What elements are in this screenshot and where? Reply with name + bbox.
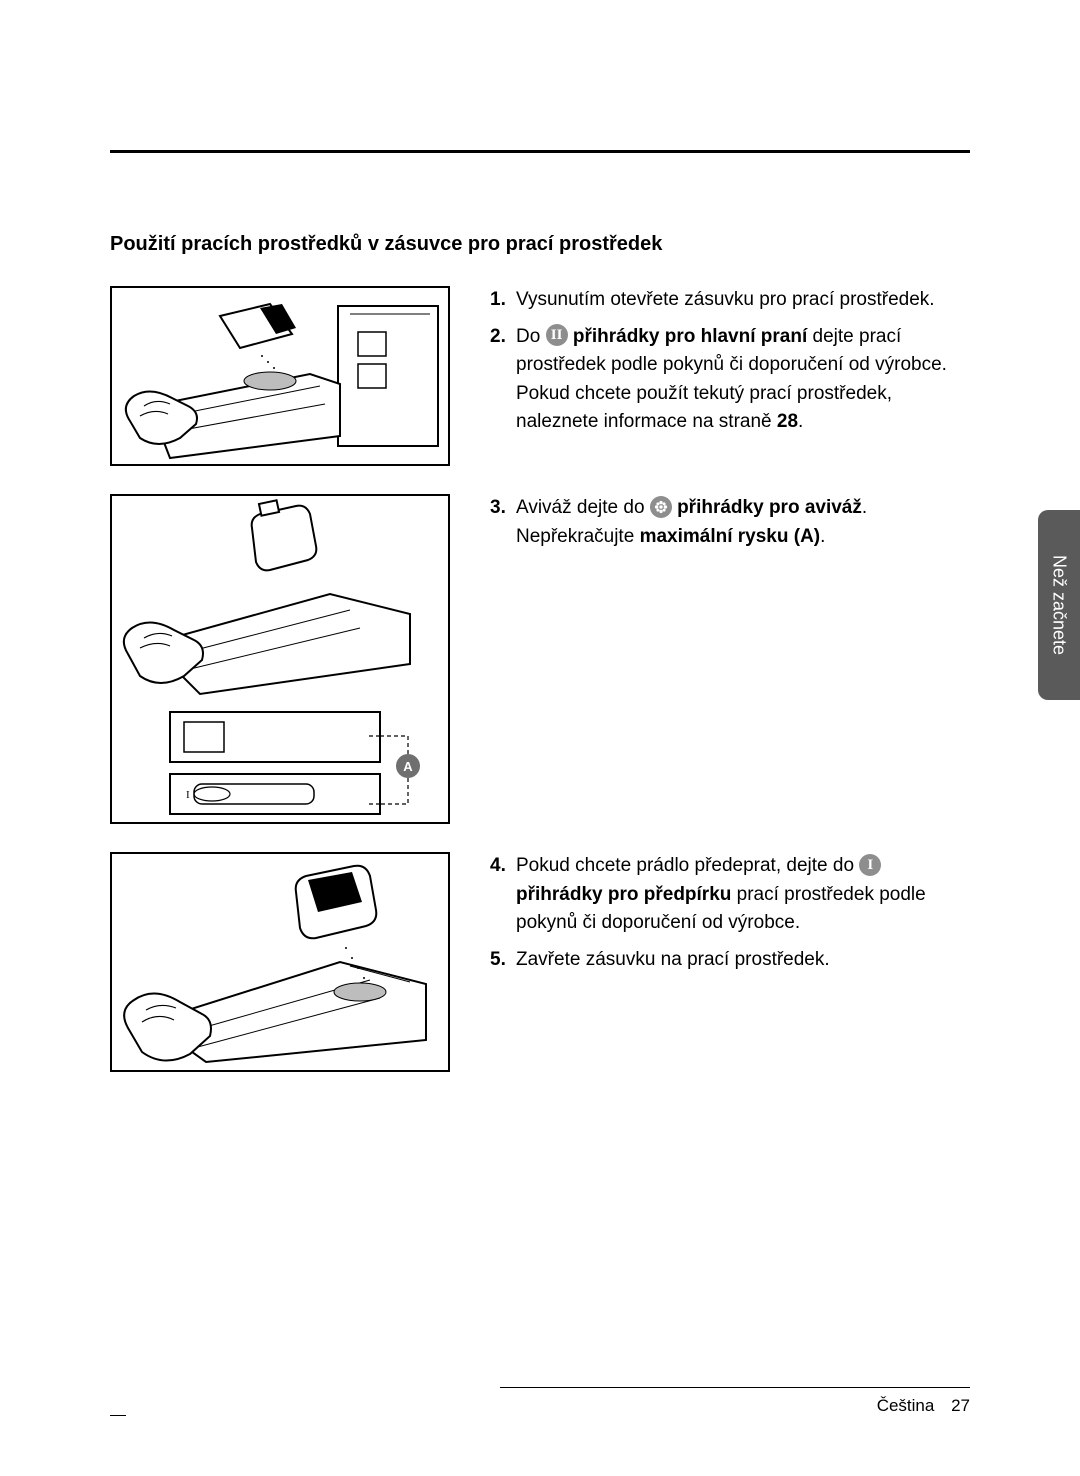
step-4: 4. Pokud chcete prádlo předeprat, dejte …: [490, 852, 970, 938]
badge-i-icon: I: [859, 854, 881, 876]
steps-1-2: 1. Vysunutím otevřete zásuvku pro prací …: [490, 286, 970, 445]
block-1: 1. Vysunutím otevřete zásuvku pro prací …: [110, 286, 970, 466]
label-a: A: [403, 759, 413, 774]
step-3: 3. Aviváž dejte do přihrádky pro aviváž.…: [490, 494, 970, 551]
illustration-2: A I: [110, 494, 450, 824]
block-3: 4. Pokud chcete prádlo předeprat, dejte …: [110, 852, 970, 1072]
step-1: 1. Vysunutím otevřete zásuvku pro prací …: [490, 286, 970, 315]
step-3-end: .: [820, 526, 825, 547]
step-3-bold2: maximální rysku (A): [640, 526, 821, 547]
footer-page-number: 27: [951, 1396, 970, 1415]
side-tab-label: Než začnete: [1049, 555, 1070, 655]
step-5-num: 5.: [490, 946, 516, 975]
step-4-num: 4.: [490, 852, 516, 881]
step-2-text: Do II přihrádky pro hlavní praní dejte p…: [516, 323, 970, 437]
step-3-bold: přihrádky pro aviváž: [672, 497, 862, 518]
steps-3: 3. Aviváž dejte do přihrádky pro aviváž.…: [490, 494, 970, 559]
step-3-num: 3.: [490, 494, 516, 523]
step-1-text: Vysunutím otevřete zásuvku pro prací pro…: [516, 286, 970, 315]
svg-text:I: I: [186, 789, 190, 801]
step-4-pre: Pokud chcete prádlo předeprat, dejte do: [516, 855, 859, 876]
top-rule: [110, 150, 970, 153]
step-2-pre: Do: [516, 326, 546, 347]
step-2-page: 28: [777, 411, 798, 432]
footer-lang: Čeština: [877, 1396, 935, 1415]
step-4-text: Pokud chcete prádlo předeprat, dejte do …: [516, 852, 970, 938]
flower-icon: [650, 496, 672, 518]
step-1-num: 1.: [490, 286, 516, 315]
step-2-end: .: [798, 411, 803, 432]
step-2-bold: přihrádky pro hlavní praní: [568, 326, 808, 347]
side-tab: Než začnete: [1038, 510, 1080, 700]
step-2: 2. Do II přihrádky pro hlavní praní dejt…: [490, 323, 970, 437]
step-3-pre: Aviváž dejte do: [516, 497, 650, 518]
steps-4-5: 4. Pokud chcete prádlo předeprat, dejte …: [490, 852, 970, 982]
step-4-bold: přihrádky pro předpírku: [516, 884, 731, 905]
block-2: A I 3. Aviváž dejte do přihrádky pro avi…: [110, 494, 970, 824]
step-2-num: 2.: [490, 323, 516, 352]
page-footer: Čeština 27: [500, 1387, 970, 1416]
illustration-1: [110, 286, 450, 466]
step-3-text: Aviváž dejte do přihrádky pro aviváž. Ne…: [516, 494, 970, 551]
footer-left-tick: [110, 1415, 126, 1416]
section-title: Použití pracích prostředků v zásuvce pro…: [110, 233, 970, 256]
step-5-text: Zavřete zásuvku na prací prostředek.: [516, 946, 970, 975]
badge-ii-icon: II: [546, 324, 568, 346]
step-5: 5. Zavřete zásuvku na prací prostředek.: [490, 946, 970, 975]
illustration-3: [110, 852, 450, 1072]
